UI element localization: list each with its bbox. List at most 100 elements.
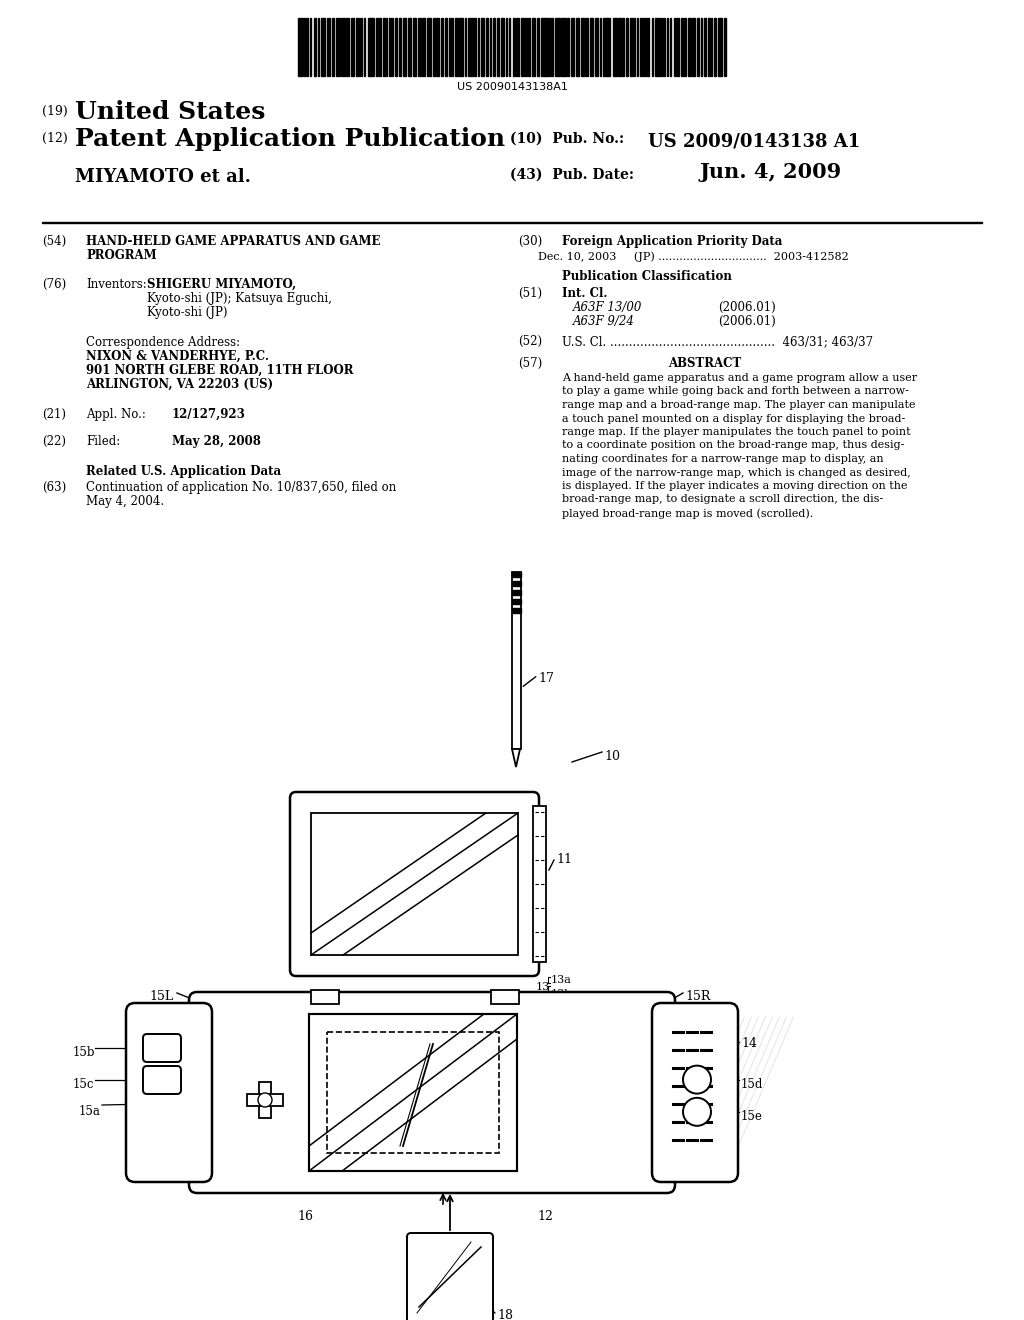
Bar [603,18,606,77]
Bar [561,18,562,77]
Bar [490,990,519,1005]
Bar [509,18,510,77]
Bar [497,18,499,77]
Text: range map. If the player manipulates the touch panel to point: range map. If the player manipulates the… [562,426,910,437]
Bar [692,18,694,77]
Text: (21): (21) [42,408,66,421]
Bar [719,18,722,77]
Bar [512,18,515,77]
Bar [516,18,519,77]
Text: range map and a broad-range map. The player can manipulate: range map and a broad-range map. The pla… [562,400,915,411]
Bar [674,18,675,77]
Bar [512,609,521,612]
Text: ▶: ▶ [275,1096,281,1105]
Text: PROGRAM: PROGRAM [86,249,157,261]
Text: (12): (12) [42,132,68,145]
Bar [627,18,629,77]
Bar [399,18,401,77]
Bar [612,18,615,77]
Text: ARLINGTON, VA 22203 (US): ARLINGTON, VA 22203 (US) [86,378,273,391]
Bar [643,18,646,77]
Text: U.S. Cl. ............................................  463/31; 463/37: U.S. Cl. ...............................… [562,335,873,348]
Bar [534,807,546,962]
Text: 15L: 15L [150,990,173,1003]
Bar [342,18,345,77]
Text: broad-range map, to designate a scroll direction, the dis-: broad-range map, to designate a scroll d… [562,495,884,504]
Bar [418,18,422,77]
Text: Publication Classification: Publication Classification [562,271,732,282]
Bar [465,18,466,77]
Bar [634,18,636,77]
Bar [478,18,479,77]
Bar [306,18,308,77]
Text: B: B [692,1106,701,1119]
Bar [259,1082,271,1118]
Text: 15d: 15d [741,1077,763,1090]
Bar [346,18,349,77]
Text: 12: 12 [537,1210,553,1224]
Text: Dec. 10, 2003     (JP) ...............................  2003-412582: Dec. 10, 2003 (JP) .....................… [538,251,849,261]
Text: A: A [693,1074,701,1088]
Bar [379,18,381,77]
Text: (30): (30) [518,235,543,248]
Bar [468,18,471,77]
Text: Appl. No.:: Appl. No.: [86,408,145,421]
Text: A63F 9/24: A63F 9/24 [573,315,635,327]
Text: (10)  Pub. No.:: (10) Pub. No.: [510,132,624,147]
Bar [440,18,443,77]
Bar [489,18,492,77]
Bar [670,18,672,77]
Circle shape [683,1065,711,1093]
Bar [512,572,521,748]
Bar [317,18,319,77]
Bar [298,18,301,77]
FancyBboxPatch shape [126,1003,212,1181]
Bar [590,18,593,77]
Bar [433,18,435,77]
Bar [696,18,699,77]
Bar [355,18,357,77]
Bar [681,18,683,77]
Text: (43)  Pub. Date:: (43) Pub. Date: [510,168,634,182]
Text: 12/127,923: 12/127,923 [172,408,246,421]
Bar [324,18,325,77]
Text: May 4, 2004.: May 4, 2004. [86,495,164,508]
Text: SHIGERU MIYAMOTO,: SHIGERU MIYAMOTO, [147,279,296,290]
Text: Foreign Application Priority Data: Foreign Application Priority Data [562,235,782,248]
Bar [558,18,560,77]
Bar [461,18,463,77]
Text: played broad-range map is moved (scrolled).: played broad-range map is moved (scrolle… [562,508,813,519]
Bar [512,572,521,577]
Bar [703,18,706,77]
FancyBboxPatch shape [143,1067,181,1094]
Bar [651,18,653,77]
Text: (52): (52) [518,335,542,348]
Text: ◀: ◀ [249,1096,255,1105]
Text: to a coordinate position on the broad-range map, thus desig-: to a coordinate position on the broad-ra… [562,441,904,450]
Text: (22): (22) [42,436,66,447]
Text: 11: 11 [556,853,572,866]
Text: A hand-held game apparatus and a game program allow a user: A hand-held game apparatus and a game pr… [562,374,918,383]
Bar [655,18,658,77]
Circle shape [683,1098,711,1126]
Bar [502,18,504,77]
Text: 13b: 13b [551,989,572,999]
Bar [372,18,375,77]
Text: US 2009/0143138 A1: US 2009/0143138 A1 [648,132,860,150]
Bar [459,18,461,77]
Bar [687,18,691,77]
Text: Kyoto-shi (JP): Kyoto-shi (JP) [147,306,227,319]
Text: Kyoto-shi (JP); Katsuya Eguchi,: Kyoto-shi (JP); Katsuya Eguchi, [147,292,332,305]
Text: ABSTRACT: ABSTRACT [668,356,741,370]
Bar [555,18,557,77]
Polygon shape [512,748,520,767]
Bar [486,18,488,77]
Text: nating coordinates for a narrow-range map to display, an: nating coordinates for a narrow-range ma… [562,454,884,465]
Bar [376,18,378,77]
Bar [303,18,305,77]
Text: (51): (51) [518,286,542,300]
Bar [402,18,407,77]
Bar [456,18,458,77]
Bar [494,18,495,77]
Bar [714,18,716,77]
